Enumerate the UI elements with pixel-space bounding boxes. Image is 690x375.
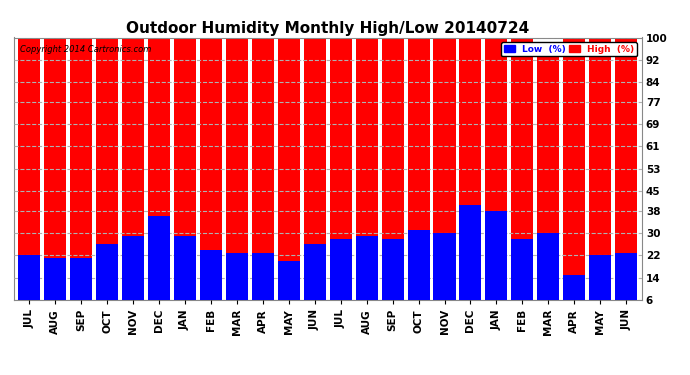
- Bar: [226, 38, 248, 300]
- Bar: [96, 38, 118, 300]
- Bar: [226, 252, 248, 300]
- Bar: [148, 38, 170, 300]
- Bar: [460, 205, 482, 300]
- Bar: [485, 211, 507, 300]
- Bar: [278, 261, 300, 300]
- Bar: [200, 38, 222, 300]
- Bar: [174, 38, 196, 300]
- Bar: [278, 38, 300, 300]
- Bar: [511, 38, 533, 300]
- Bar: [96, 244, 118, 300]
- Bar: [355, 236, 377, 300]
- Bar: [408, 230, 430, 300]
- Bar: [589, 38, 611, 300]
- Bar: [433, 38, 455, 300]
- Bar: [252, 38, 274, 300]
- Bar: [330, 238, 352, 300]
- Bar: [615, 252, 637, 300]
- Bar: [538, 46, 560, 300]
- Bar: [70, 258, 92, 300]
- Bar: [70, 38, 92, 300]
- Bar: [382, 38, 404, 300]
- Text: Copyright 2014 Cartronics.com: Copyright 2014 Cartronics.com: [20, 45, 151, 54]
- Bar: [355, 38, 377, 300]
- Bar: [44, 258, 66, 300]
- Title: Outdoor Humidity Monthly High/Low 20140724: Outdoor Humidity Monthly High/Low 201407…: [126, 21, 529, 36]
- Bar: [122, 38, 144, 300]
- Bar: [252, 252, 274, 300]
- Bar: [148, 216, 170, 300]
- Legend: Low  (%), High  (%): Low (%), High (%): [501, 42, 637, 56]
- Bar: [563, 38, 585, 300]
- Bar: [304, 38, 326, 300]
- Bar: [200, 250, 222, 300]
- Bar: [511, 238, 533, 300]
- Bar: [19, 38, 41, 300]
- Bar: [460, 38, 482, 300]
- Bar: [382, 238, 404, 300]
- Bar: [330, 38, 352, 300]
- Bar: [19, 255, 41, 300]
- Bar: [589, 255, 611, 300]
- Bar: [538, 233, 560, 300]
- Bar: [304, 244, 326, 300]
- Bar: [408, 38, 430, 300]
- Bar: [563, 275, 585, 300]
- Bar: [44, 38, 66, 300]
- Bar: [174, 236, 196, 300]
- Bar: [485, 38, 507, 300]
- Bar: [615, 38, 637, 300]
- Bar: [433, 233, 455, 300]
- Bar: [122, 236, 144, 300]
